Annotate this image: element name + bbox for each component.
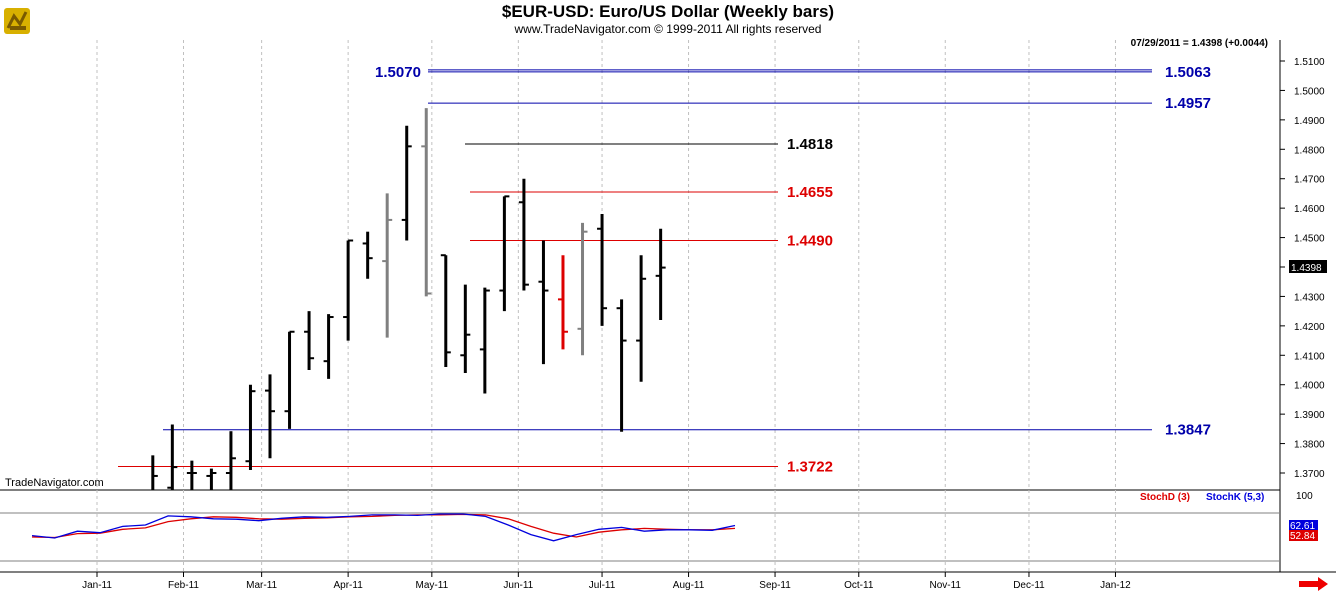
stoch-d-value-text: 52.84 xyxy=(1290,531,1315,542)
stoch-d-legend: StochD (3) xyxy=(1140,492,1190,503)
stoch-k-value-tag: 62.61 xyxy=(1289,520,1318,532)
x-tick-label: Feb-11 xyxy=(168,580,199,591)
y-tick-label: 1.4000 xyxy=(1294,381,1325,392)
y-tick-label: 1.4600 xyxy=(1294,204,1325,215)
chart-subtitle: www.TradeNavigator.com © 1999-2011 All r… xyxy=(514,22,822,36)
x-tick-label: Oct-11 xyxy=(844,580,874,591)
x-tick-label: May-11 xyxy=(416,580,449,591)
y-tick-label: 1.3900 xyxy=(1294,410,1325,421)
level-label-1.4490: 1.4490 xyxy=(787,233,833,250)
stoch-k-legend: StochK (5,3) xyxy=(1206,492,1264,503)
level-label-1.3722: 1.3722 xyxy=(787,459,833,476)
level-label-1.5063: 1.5063 xyxy=(1165,64,1211,81)
watermark: TradeNavigator.com xyxy=(5,477,104,489)
price-bars xyxy=(151,108,666,490)
vertical-gridlines xyxy=(96,40,1116,572)
level-label-1.3847: 1.3847 xyxy=(1165,422,1211,439)
tradenavigator-logo-icon[interactable] xyxy=(4,8,30,34)
level-label-1.5070: 1.5070 xyxy=(375,64,421,81)
y-tick-label: 1.5100 xyxy=(1294,57,1325,68)
y-tick-label: 1.4100 xyxy=(1294,351,1325,362)
x-tick-label: Jan-12 xyxy=(1100,580,1131,591)
y-tick-label: 1.4200 xyxy=(1294,322,1325,333)
y-tick-label: 1.4300 xyxy=(1294,292,1325,303)
level-lines: 1.5070 1.5063 1.4957 1.4818 1.4655 1.4490 1.38… xyxy=(118,64,1211,476)
x-tick-label: Jun-11 xyxy=(503,580,533,591)
chart-title: $EUR-USD: Euro/US Dollar (Weekly bars) xyxy=(502,2,834,21)
x-tick-label: Nov-11 xyxy=(930,580,962,591)
level-label-1.4655: 1.4655 xyxy=(787,184,833,201)
level-label-1.4818: 1.4818 xyxy=(787,136,833,153)
y-tick-label: 1.5000 xyxy=(1294,86,1325,97)
x-tick-label: Sep-11 xyxy=(759,580,791,591)
date-axis: Jan-11 Feb-11 Mar-11 Apr-11 May-11 Jun-11 Jul-… xyxy=(82,572,1131,591)
stoch-d-value-tag: 52.84 xyxy=(1289,530,1318,542)
x-tick-label: Jan-11 xyxy=(82,580,112,591)
y-tick-label: 1.4700 xyxy=(1294,175,1325,186)
y-tick-label: 1.3700 xyxy=(1294,469,1325,480)
y-tick-label: 1.4500 xyxy=(1294,234,1325,245)
price-axis: 1.3700 1.3800 1.3900 1.4000 1.4100 1.4200 1.43… xyxy=(1280,57,1325,480)
x-tick-label: Apr-11 xyxy=(333,580,363,591)
y-tick-label: 1.4800 xyxy=(1294,145,1325,156)
stoch-axis-tick-100: 100 xyxy=(1296,491,1313,502)
x-tick-label: Aug-11 xyxy=(673,580,705,591)
x-tick-label: Mar-11 xyxy=(246,580,277,591)
scroll-right-arrow-icon[interactable] xyxy=(1299,577,1328,591)
last-price-tag-text: 1.4398 xyxy=(1291,263,1322,274)
x-tick-label: Dec-11 xyxy=(1013,580,1045,591)
stoch-k-value-text: 62.61 xyxy=(1290,521,1315,532)
last-quote: 07/29/2011 = 1.4398 (+0.0044) xyxy=(1131,38,1268,49)
y-tick-label: 1.3800 xyxy=(1294,440,1325,451)
y-tick-label: 1.4900 xyxy=(1294,116,1325,127)
stoch-k-line xyxy=(31,513,736,542)
stoch-d-line xyxy=(31,513,736,539)
level-label-1.4957: 1.4957 xyxy=(1165,95,1211,112)
last-price-tag: 1.4398 xyxy=(1289,260,1327,274)
stochastic-panel xyxy=(0,512,1280,562)
x-tick-label: Jul-11 xyxy=(589,580,616,591)
